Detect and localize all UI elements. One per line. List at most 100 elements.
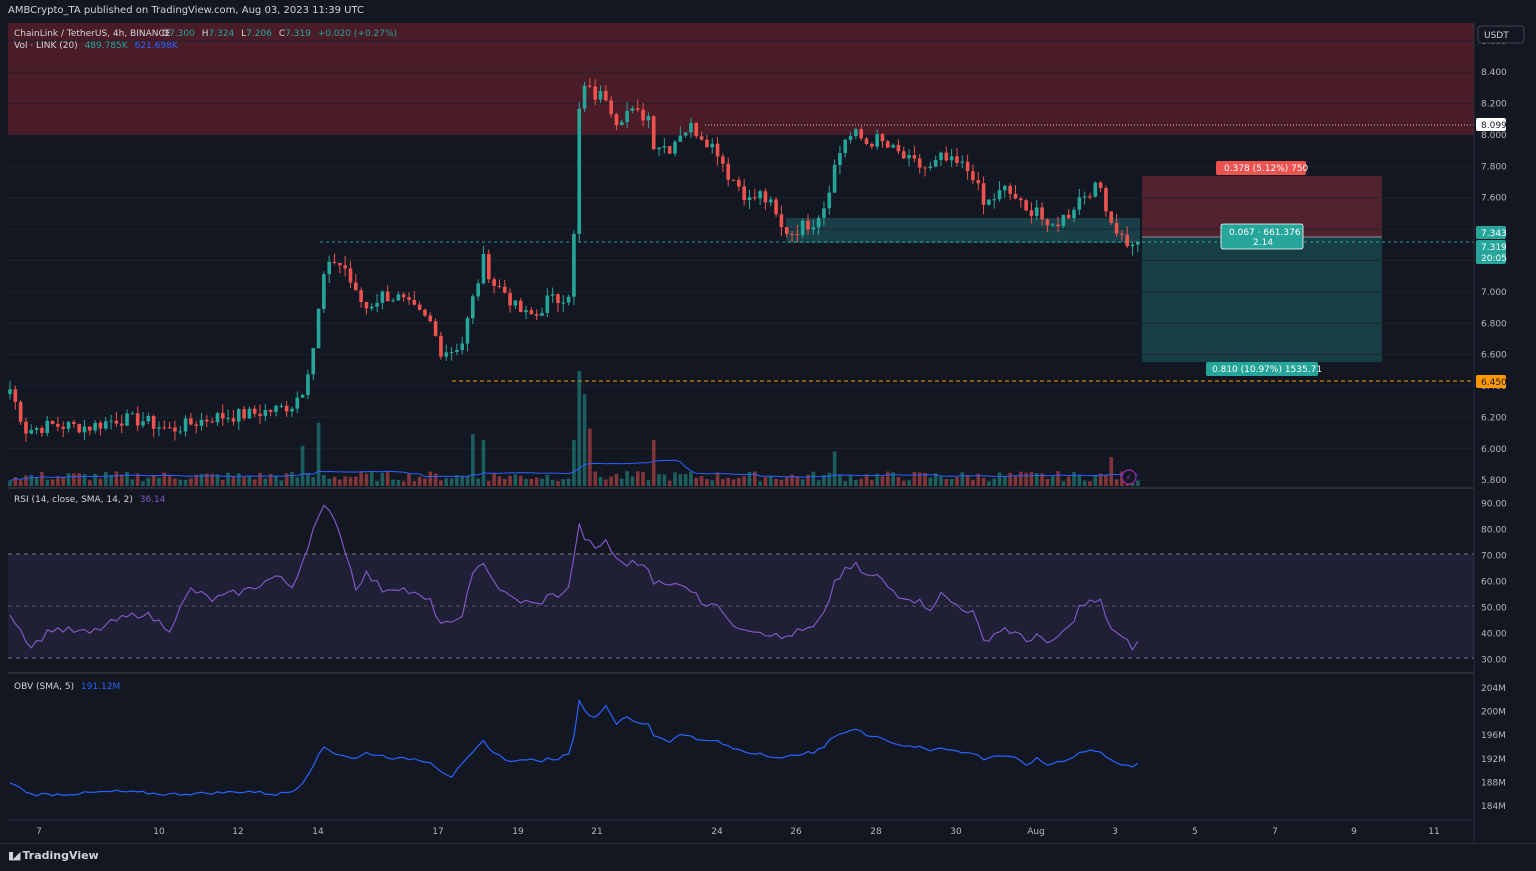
candle-body xyxy=(726,163,730,180)
candle-body xyxy=(77,423,81,433)
volume-bar xyxy=(369,471,374,486)
volume-bar xyxy=(385,471,390,486)
candle-body xyxy=(199,419,204,426)
candle-body xyxy=(1120,233,1124,235)
candle-body xyxy=(886,141,890,148)
candle-body xyxy=(348,268,353,283)
candle-body xyxy=(327,261,331,275)
candle-body xyxy=(923,167,927,169)
candle-body xyxy=(1061,214,1066,227)
volume-bar xyxy=(359,471,363,486)
volume-bar xyxy=(1040,473,1044,486)
candle-body xyxy=(710,143,715,148)
legend-h: 7.324 xyxy=(209,29,235,39)
candle-body xyxy=(992,199,996,201)
volume-bar xyxy=(545,474,550,486)
tradingview-logo-text: TradingView xyxy=(22,849,99,862)
legend-c: 7.319 xyxy=(285,29,311,39)
candle-body xyxy=(960,161,965,163)
legend-chg: +0.020 (+0.27%) xyxy=(318,29,397,39)
volume-bar xyxy=(981,477,986,486)
price-tick: 7.800 xyxy=(1481,162,1507,172)
volume-ma-line xyxy=(9,459,1138,482)
volume-bar xyxy=(103,471,108,486)
volume-bar xyxy=(699,476,704,486)
stop-label-box[interactable] xyxy=(1216,161,1306,175)
volume-bar xyxy=(912,471,917,486)
candle-body xyxy=(609,100,613,115)
legend-o-label: O xyxy=(162,29,169,39)
volume-bar xyxy=(901,480,906,486)
footer-bar xyxy=(0,843,1536,871)
candle-body xyxy=(550,294,555,296)
candle-body xyxy=(396,294,401,301)
volume-bar xyxy=(322,474,326,486)
rsi-axis[interactable]: 90.00 80.00 70.00 60.00 50.00 40.00 30.00 xyxy=(1481,499,1507,665)
currency-label: USDT xyxy=(1484,31,1509,41)
candle-body xyxy=(407,297,411,300)
time-tick: 30 xyxy=(950,827,962,837)
candle-body xyxy=(391,300,395,302)
volume-bar xyxy=(806,474,810,486)
candle-body xyxy=(635,108,640,110)
rsi-tick: 40.00 xyxy=(1481,630,1507,640)
volume-bar xyxy=(742,476,746,486)
volume-bar xyxy=(125,471,129,486)
volume-bar xyxy=(923,472,927,486)
candle-body xyxy=(1066,214,1071,219)
rsi-pane[interactable] xyxy=(8,504,1474,659)
entry-label-box[interactable] xyxy=(1220,223,1304,250)
volume-bar xyxy=(795,476,800,486)
target-label-box[interactable] xyxy=(1206,362,1318,376)
candle-body xyxy=(284,405,289,412)
candle-body xyxy=(18,401,23,422)
volume-bar xyxy=(1061,481,1066,486)
lightning-icon[interactable] xyxy=(1121,469,1137,485)
candle-body xyxy=(806,220,810,230)
candle-body xyxy=(545,295,550,313)
candle-body xyxy=(758,191,762,199)
candle-body xyxy=(167,427,172,429)
candle-body xyxy=(263,409,268,417)
currency-box[interactable] xyxy=(1477,25,1525,44)
candle-body xyxy=(987,199,991,205)
volume-bar xyxy=(311,477,316,486)
legend-vol-label: Vol · LINK (20) xyxy=(14,41,78,51)
obv-axis[interactable]: 204M 200M 196M 192M 188M 184M xyxy=(1481,684,1506,812)
volume-bar xyxy=(18,480,23,486)
volume-bar xyxy=(907,480,911,486)
volume-bar xyxy=(332,476,337,486)
candle-body xyxy=(45,420,50,434)
candle-body xyxy=(189,418,193,425)
time-axis[interactable]: 7 10 12 14 17 19 21 24 26 28 30 Aug 3 5 7 9 11 xyxy=(36,827,1440,837)
candle-body xyxy=(226,418,230,420)
volume-bar xyxy=(98,478,103,486)
badge-level-high xyxy=(1476,118,1506,131)
candle-body xyxy=(598,91,603,100)
candle-body xyxy=(1130,244,1135,247)
volume-bar xyxy=(497,476,502,486)
volume-bar xyxy=(1082,480,1087,486)
candle-body xyxy=(747,197,752,200)
tradingview-logo[interactable]: ▮◢ TradingView xyxy=(8,849,99,862)
volume-bar xyxy=(635,471,640,486)
candle-body xyxy=(311,348,316,375)
candle-body xyxy=(651,116,656,150)
volume-bar xyxy=(375,481,379,486)
candle-body xyxy=(854,129,858,136)
volume-bar xyxy=(119,474,124,486)
candle-body xyxy=(1045,219,1050,226)
volume-bar xyxy=(529,478,534,486)
candle-body xyxy=(620,122,624,126)
obv-pane[interactable] xyxy=(9,698,1139,797)
volume-bar xyxy=(939,476,943,486)
volume-bar xyxy=(1050,476,1055,486)
candle-body xyxy=(901,151,906,159)
volume-bar xyxy=(34,476,39,486)
candle-body xyxy=(82,426,87,433)
entry-label-2: 2.14 xyxy=(1253,238,1273,248)
candle-body xyxy=(689,123,693,133)
price-tick: 6.200 xyxy=(1481,413,1507,423)
volume-bar xyxy=(928,477,933,486)
